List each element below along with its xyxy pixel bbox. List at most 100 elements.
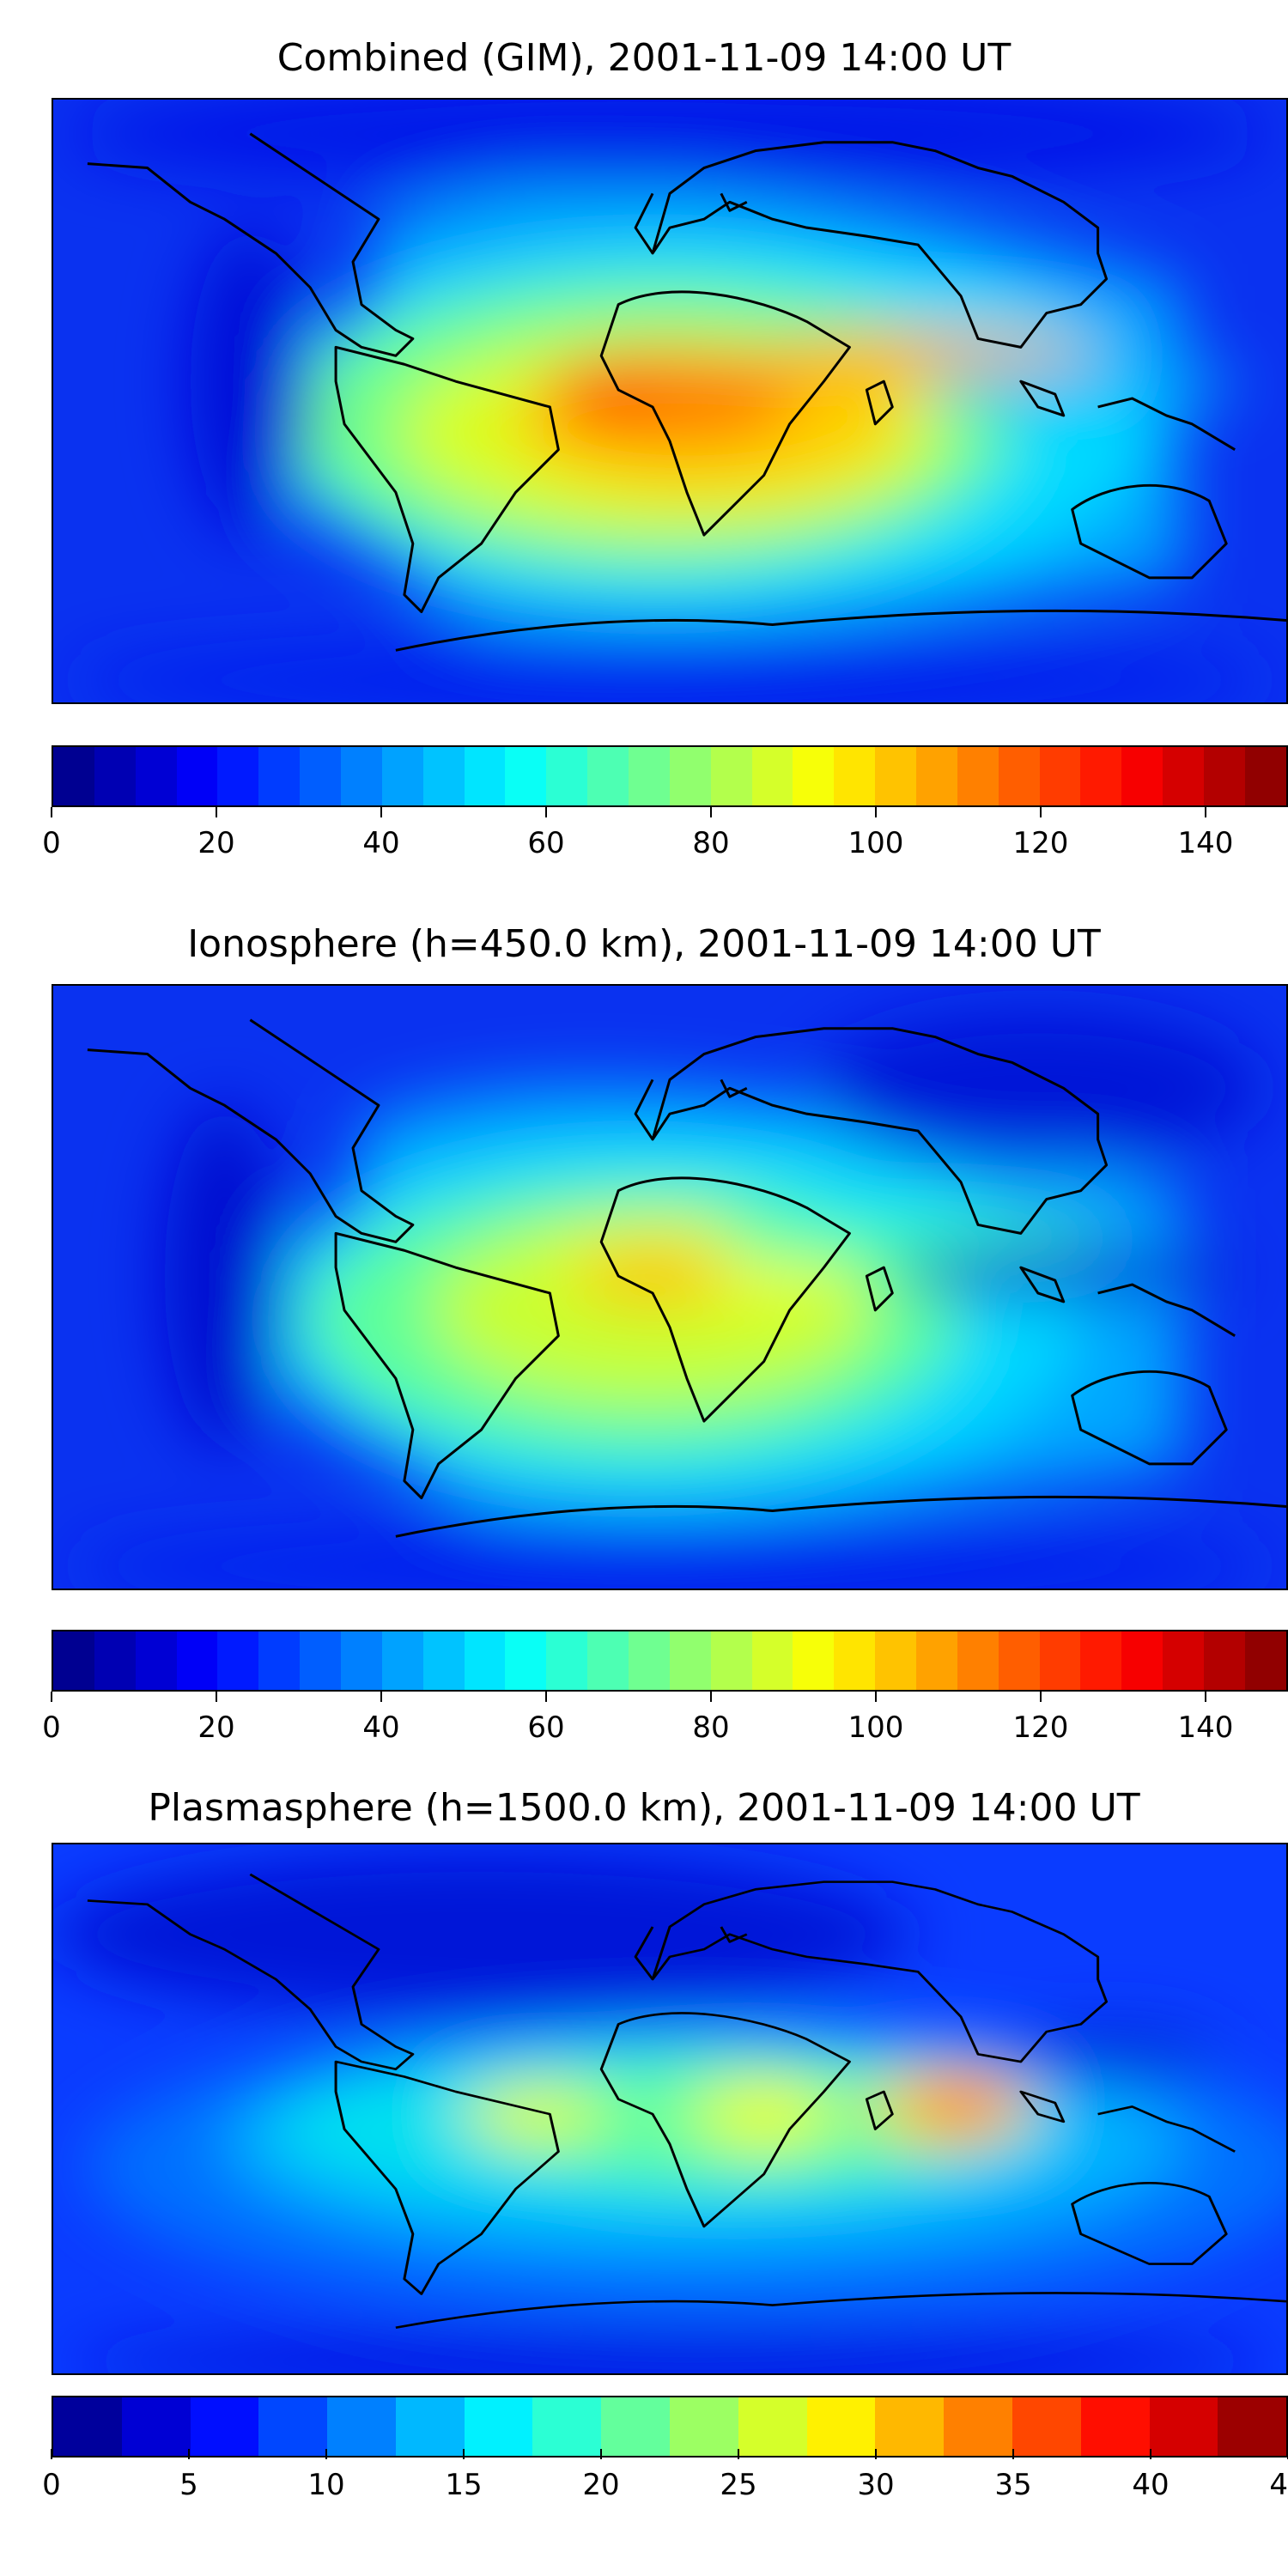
colorbar-level — [1039, 747, 1081, 805]
colorbar-ticks: 0 20 40 60 80 100 120 140 — [42, 807, 1288, 860]
colorbar-tick — [1205, 807, 1206, 817]
colorbar-tick-label: 100 — [848, 826, 904, 860]
colorbar-level — [258, 747, 301, 805]
colorbar-level — [1244, 1631, 1286, 1690]
colorbar-level — [1080, 747, 1122, 805]
colorbar-level — [381, 747, 423, 805]
colorbar-level — [341, 1631, 382, 1690]
colorbar-tick — [216, 807, 217, 817]
coastlines — [87, 1018, 1286, 1538]
colorbar-tick-label: 80 — [692, 1710, 730, 1745]
colorbar-level — [601, 2397, 671, 2456]
colorbar-tick-label: 20 — [197, 1710, 235, 1745]
colorbar-level — [395, 2397, 465, 2456]
colorbar-tick — [545, 1692, 547, 1702]
colorbar-level — [53, 747, 94, 805]
colorbar-level — [422, 1631, 465, 1690]
colorbar-tick-label: 80 — [692, 826, 730, 860]
colorbar-tick-label: 35 — [994, 2468, 1032, 2502]
colorbar-level — [505, 1631, 547, 1690]
tec-field — [70, 1011, 1269, 1589]
colorbar-level — [793, 1631, 835, 1690]
colorbar-tick-label: 0 — [42, 826, 61, 860]
colorbar-level — [1080, 2397, 1150, 2456]
colorbar-level — [505, 747, 547, 805]
colorbar-level — [1149, 2397, 1218, 2456]
colorbar-level — [1204, 1631, 1245, 1690]
colorbar-ticks: 0 5 10 15 20 25 30 35 40 45 — [42, 2449, 1288, 2502]
colorbar-level — [710, 1631, 752, 1690]
colorbar-tick-label: 140 — [1177, 1710, 1234, 1745]
colorbar-combined — [52, 745, 1288, 807]
panel-title: Plasmasphere (h=1500.0 km), 2001-11-09 1… — [148, 1786, 1140, 1830]
colorbar-tick-label: 100 — [848, 1710, 904, 1745]
colorbar-tick-label: 15 — [445, 2468, 483, 2502]
colorbar-level — [669, 747, 711, 805]
colorbar-level — [300, 747, 342, 805]
colorbar-level — [1163, 747, 1205, 805]
colorbar-level — [944, 2397, 1012, 2456]
colorbar-level — [629, 747, 670, 805]
colorbar-plasmasphere — [52, 2396, 1288, 2458]
colorbar-level — [1039, 1631, 1081, 1690]
colorbar-tick-label: 20 — [582, 2468, 620, 2502]
colorbar-level — [998, 1631, 1040, 1690]
colorbar-level — [464, 1631, 506, 1690]
colorbar-ticks: 0 20 40 60 80 100 120 140 — [42, 1692, 1288, 1745]
colorbar-tick-label: 40 — [362, 826, 400, 860]
coastlines — [87, 1873, 1286, 2330]
colorbar-tick — [1040, 1692, 1042, 1702]
coastlines — [87, 132, 1286, 652]
colorbar-level — [258, 2397, 328, 2456]
panel-title: Ionosphere (h=450.0 km), 2001-11-09 14:0… — [187, 922, 1101, 966]
colorbar-tick-label: 40 — [362, 1710, 400, 1745]
colorbar-level — [587, 1631, 629, 1690]
colorbar-tick — [188, 2449, 190, 2459]
colorbar-tick — [380, 807, 382, 817]
colorbar-tick — [1012, 2449, 1014, 2459]
colorbar-tick-label: 30 — [857, 2468, 895, 2502]
colorbar-level — [957, 1631, 999, 1690]
colorbar-tick — [1040, 807, 1042, 817]
colorbar-level — [135, 747, 177, 805]
colorbar-level — [1121, 747, 1163, 805]
colorbar-tick-label: 60 — [527, 1710, 565, 1745]
colorbar-level — [381, 1631, 423, 1690]
colorbar-tick-label: 140 — [1177, 826, 1234, 860]
colorbar-level — [710, 747, 752, 805]
colorbar-level — [94, 747, 136, 805]
colorbar-tick-label: 20 — [197, 826, 235, 860]
colorbar-level — [751, 1631, 793, 1690]
colorbar-tick-label: 120 — [1012, 1710, 1069, 1745]
colorbar-level — [629, 1631, 670, 1690]
colorbar-level — [217, 1631, 259, 1690]
colorbar-level — [1080, 1631, 1122, 1690]
colorbar-tick — [710, 1692, 712, 1702]
colorbar-level — [176, 747, 218, 805]
colorbar-level — [532, 2397, 602, 2456]
colorbar-tick-label: 0 — [42, 1710, 61, 1745]
colorbar-tick — [545, 807, 547, 817]
colorbar-level — [793, 747, 835, 805]
colorbar-level — [957, 747, 999, 805]
colorbar-level — [121, 2397, 191, 2456]
colorbar-level — [751, 747, 793, 805]
colorbar-level — [875, 2397, 945, 2456]
panel-title: Combined (GIM), 2001-11-09 14:00 UT — [276, 36, 1012, 80]
colorbar-tick-label: 10 — [307, 2468, 345, 2502]
colorbar-level — [258, 1631, 301, 1690]
colorbar-tick-label: 120 — [1012, 826, 1069, 860]
colorbar-level — [916, 1631, 957, 1690]
colorbar-tick-label: 40 — [1132, 2468, 1170, 2502]
colorbar-level — [53, 2397, 122, 2456]
colorbar-level — [94, 1631, 136, 1690]
colorbar-tick — [51, 2449, 52, 2459]
colorbar-tick — [738, 2449, 739, 2459]
colorbar-tick-label: 45 — [1269, 2468, 1288, 2502]
colorbar-level — [217, 747, 259, 805]
colorbar-level — [190, 2397, 259, 2456]
colorbar-tick-label: 5 — [179, 2468, 198, 2502]
colorbar-tick — [216, 1692, 217, 1702]
colorbar-tick-label: 60 — [527, 826, 565, 860]
colorbar-level — [300, 1631, 342, 1690]
